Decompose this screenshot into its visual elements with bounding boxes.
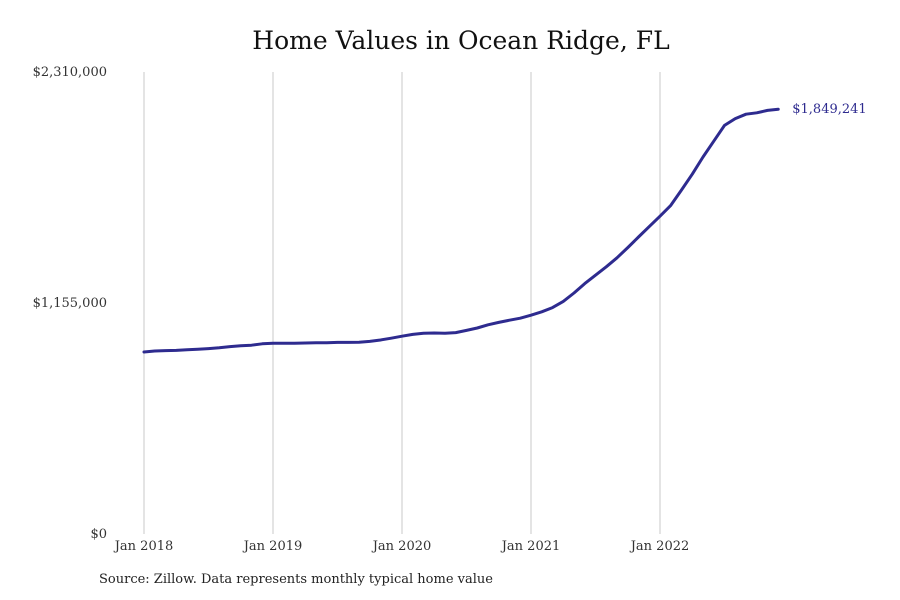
data-point [207, 347, 210, 350]
data-point [476, 327, 479, 330]
data-point [325, 341, 328, 344]
data-point [497, 321, 500, 324]
data-point [605, 265, 608, 268]
data-point [573, 292, 576, 295]
data-point [347, 341, 350, 344]
data-point [250, 344, 253, 347]
x-tick-label: Jan 2018 [113, 539, 174, 554]
x-tick-label: Jan 2021 [500, 539, 561, 554]
data-point [143, 351, 146, 354]
end-value-label: $1,849,241 [792, 102, 866, 117]
data-point [465, 329, 468, 332]
data-point [766, 109, 769, 112]
data-point [487, 323, 490, 326]
data-point [401, 335, 404, 338]
data-point [293, 342, 296, 345]
y-axis-tick-labels: $0 $1,155,000 $2,310,000 [33, 65, 107, 542]
data-point [433, 332, 436, 335]
data-point [669, 204, 672, 207]
data-point [530, 314, 533, 317]
data-point [519, 317, 522, 320]
x-tick-label: Jan 2020 [371, 539, 432, 554]
data-point [368, 340, 371, 343]
data-point [583, 282, 586, 285]
data-point [616, 256, 619, 259]
data-point [637, 236, 640, 239]
series-line [142, 107, 780, 354]
data-point [153, 350, 156, 353]
chart-title: Home Values in Ocean Ridge, FL [252, 26, 670, 55]
data-point [315, 341, 318, 344]
x-tick-label: Jan 2019 [242, 539, 303, 554]
data-point [175, 349, 178, 352]
x-tick-label: Jan 2022 [629, 539, 690, 554]
data-point [648, 225, 651, 228]
data-point [379, 339, 382, 342]
data-point [229, 345, 232, 348]
data-point [734, 117, 737, 120]
data-point [164, 349, 167, 352]
data-point [336, 341, 339, 344]
data-point [659, 215, 662, 218]
data-point [304, 342, 307, 345]
data-point [186, 348, 189, 351]
x-axis-tick-labels: Jan 2018 Jan 2019 Jan 2020 Jan 2021 Jan 2022 [113, 539, 690, 554]
data-point [218, 346, 221, 349]
data-point [626, 246, 629, 249]
data-point [508, 319, 511, 322]
data-point [691, 173, 694, 176]
gridlines [143, 72, 661, 534]
data-point [239, 344, 242, 347]
y-tick-label: $0 [90, 527, 107, 542]
data-point [745, 113, 748, 116]
data-point [196, 348, 199, 351]
data-point [594, 274, 597, 277]
data-point [261, 342, 264, 345]
y-tick-label: $1,155,000 [33, 296, 107, 311]
data-point [723, 124, 726, 127]
data-point [282, 342, 285, 345]
data-point [358, 341, 361, 344]
data-point [444, 332, 447, 335]
data-point [755, 111, 758, 114]
source-note: Source: Zillow. Data represents monthly … [99, 572, 493, 587]
data-point [702, 156, 705, 159]
data-point [562, 300, 565, 303]
data-point [390, 337, 393, 340]
data-point [712, 140, 715, 143]
data-point [777, 108, 780, 111]
data-point [540, 310, 543, 313]
data-point [272, 342, 275, 345]
data-point [422, 332, 425, 335]
data-point [454, 331, 457, 334]
data-point [411, 333, 414, 336]
series-layer: $1,849,241 [142, 102, 867, 354]
data-point [551, 306, 554, 309]
y-tick-label: $2,310,000 [33, 65, 107, 80]
data-point [680, 189, 683, 192]
